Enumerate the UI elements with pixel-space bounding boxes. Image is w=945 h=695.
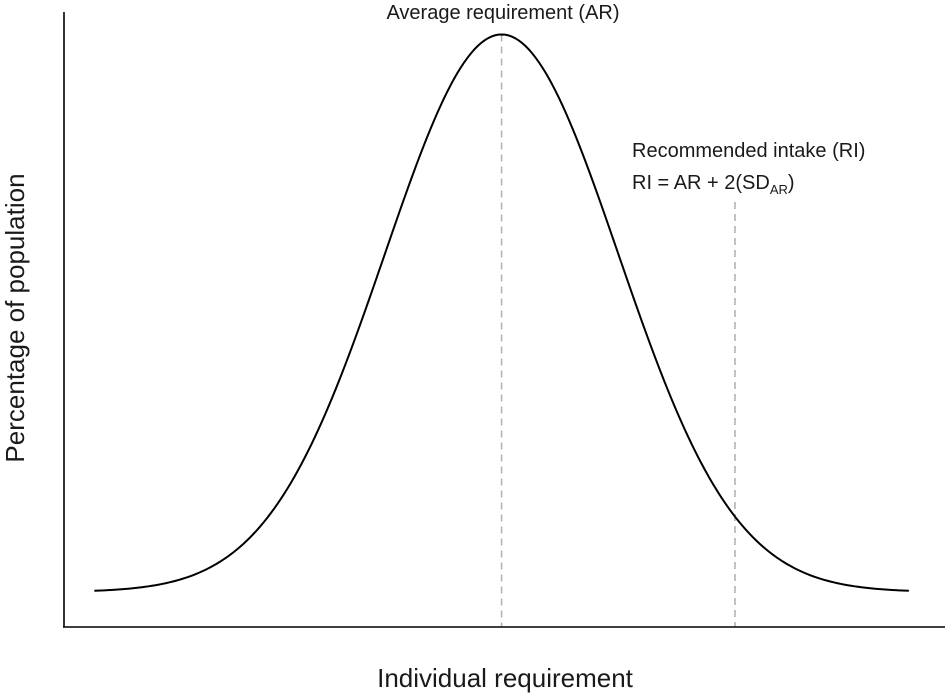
formula-main: RI = AR + 2(SD	[632, 172, 770, 194]
formula-subscript: AR	[770, 182, 788, 197]
y-axis-label: Percentage of population	[0, 173, 30, 462]
average-requirement-label: Average requirement (AR)	[386, 2, 619, 24]
recommended-intake-label: Recommended intake (RI)	[632, 140, 865, 162]
requirement-distribution-curve	[94, 33, 909, 592]
formula-close: )	[788, 172, 795, 194]
recommended-intake-formula: RI = AR + 2(SDAR)	[632, 172, 795, 197]
x-axis-label: Individual requirement	[377, 663, 634, 693]
